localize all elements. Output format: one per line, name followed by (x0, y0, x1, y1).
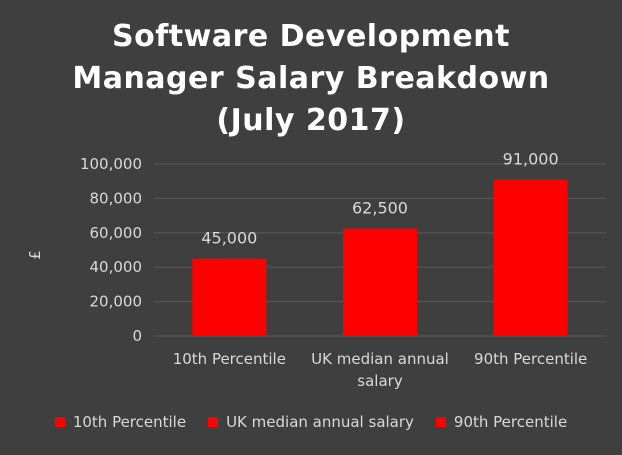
legend-item: 90th Percentile (435, 413, 568, 431)
y-tick-label: 0 (132, 327, 142, 345)
legend-item: UK median annual salary (208, 413, 414, 431)
chart-title: Software Development Manager Salary Brea… (0, 16, 622, 142)
legend-swatch-icon (208, 417, 219, 427)
y-axis-label: £ (26, 250, 44, 260)
data-label: 91,000 (503, 149, 559, 168)
legend-label: UK median annual salary (226, 413, 414, 431)
y-tick-label: 60,000 (90, 224, 143, 242)
legend-label: 90th Percentile (453, 413, 568, 431)
chart-title-line-3: (July 2017) (216, 103, 406, 138)
y-axis-ticks: 0 20,000 40,000 60,000 80,000 100,000 (80, 155, 142, 345)
bar (493, 179, 568, 336)
x-tick-label: UK median annual (311, 350, 449, 368)
chart-title-line-2: Manager Salary Breakdown (72, 61, 550, 96)
data-label: 45,000 (201, 229, 257, 248)
y-tick-label: 40,000 (90, 258, 143, 276)
x-axis-ticks: 10th Percentile UK median annual salary 90t… (173, 350, 588, 390)
y-tick-label: 100,000 (80, 155, 142, 173)
bar (343, 228, 417, 336)
bars (192, 179, 568, 336)
data-labels: 45,000 62,500 91,000 (201, 149, 558, 247)
legend-swatch-icon (54, 417, 65, 427)
x-tick-label: 90th Percentile (474, 350, 587, 368)
x-tick-label: salary (357, 372, 403, 390)
data-label: 62,500 (352, 199, 408, 218)
legend-swatch-icon (435, 417, 446, 427)
bar (192, 258, 267, 336)
y-tick-label: 80,000 (90, 189, 143, 207)
x-tick-label: 10th Percentile (173, 350, 286, 368)
legend-item: 10th Percentile (54, 413, 187, 431)
y-tick-label: 20,000 (90, 293, 143, 311)
legend: 10th Percentile UK median annual salary … (0, 413, 622, 431)
chart-title-line-1: Software Development (112, 19, 510, 54)
legend-label: 10th Percentile (72, 413, 187, 431)
